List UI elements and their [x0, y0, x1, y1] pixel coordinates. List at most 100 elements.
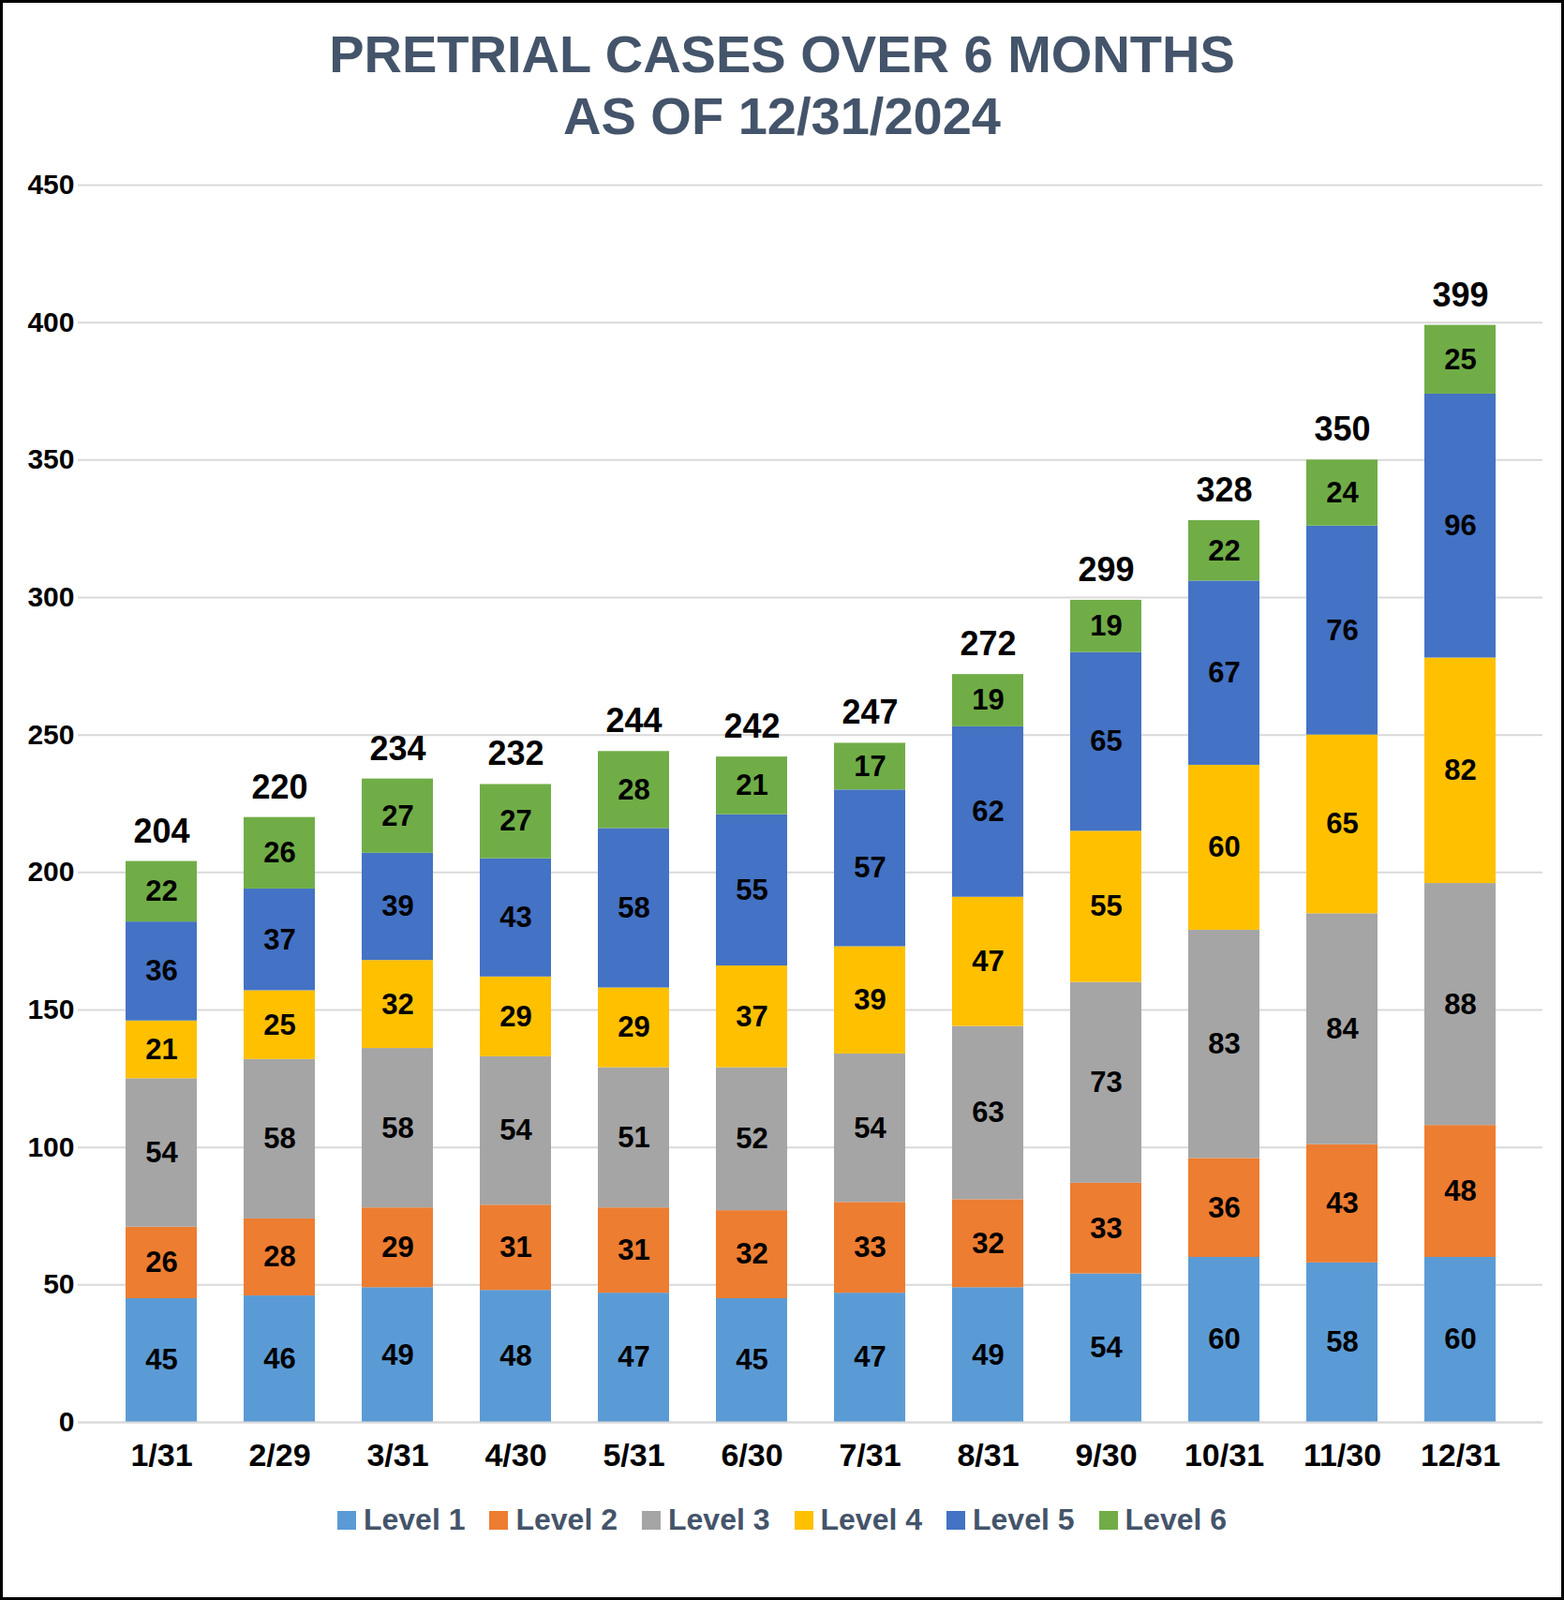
svg-text:8/31: 8/31 [956, 1436, 1019, 1473]
svg-text:88: 88 [1444, 987, 1476, 1021]
svg-text:52: 52 [735, 1121, 768, 1155]
svg-text:150: 150 [27, 993, 75, 1025]
svg-text:12/31: 12/31 [1420, 1436, 1501, 1473]
svg-text:2/29: 2/29 [248, 1436, 311, 1473]
svg-text:350: 350 [1313, 409, 1371, 448]
svg-text:54: 54 [853, 1111, 887, 1145]
svg-text:50: 50 [43, 1267, 75, 1299]
svg-text:84: 84 [1325, 1012, 1359, 1045]
svg-text:26: 26 [263, 835, 296, 869]
svg-text:242: 242 [723, 706, 780, 745]
svg-text:57: 57 [853, 850, 886, 884]
svg-text:24: 24 [1325, 476, 1359, 509]
svg-text:47: 47 [617, 1340, 650, 1373]
svg-text:65: 65 [1325, 806, 1358, 840]
svg-text:28: 28 [263, 1239, 296, 1273]
svg-text:36: 36 [1207, 1191, 1240, 1224]
svg-text:58: 58 [617, 891, 650, 924]
svg-text:11/30: 11/30 [1303, 1436, 1382, 1473]
svg-text:54: 54 [1089, 1330, 1123, 1364]
svg-text:43: 43 [1325, 1186, 1358, 1220]
svg-text:19: 19 [1089, 609, 1122, 642]
svg-text:58: 58 [381, 1111, 414, 1145]
svg-text:37: 37 [263, 923, 296, 956]
svg-text:67: 67 [1207, 655, 1240, 689]
svg-text:55: 55 [1089, 889, 1122, 923]
svg-text:83: 83 [1207, 1027, 1240, 1060]
svg-text:29: 29 [381, 1230, 414, 1264]
svg-text:6/30: 6/30 [720, 1436, 783, 1473]
svg-text:21: 21 [145, 1032, 178, 1066]
svg-text:32: 32 [381, 987, 414, 1021]
svg-text:54: 54 [145, 1135, 179, 1169]
svg-text:204: 204 [133, 811, 190, 850]
svg-text:22: 22 [145, 874, 178, 908]
svg-text:49: 49 [381, 1338, 414, 1371]
svg-text:47: 47 [853, 1340, 886, 1373]
svg-text:32: 32 [971, 1226, 1004, 1260]
svg-text:54: 54 [499, 1113, 533, 1147]
svg-text:39: 39 [853, 983, 886, 1016]
svg-text:29: 29 [499, 999, 532, 1033]
svg-text:234: 234 [369, 729, 426, 768]
svg-text:19: 19 [971, 683, 1004, 716]
svg-text:51: 51 [617, 1120, 650, 1154]
svg-text:60: 60 [1207, 1322, 1240, 1356]
svg-text:76: 76 [1325, 613, 1358, 647]
svg-text:26: 26 [145, 1245, 178, 1279]
svg-text:0: 0 [59, 1405, 75, 1437]
svg-text:200: 200 [27, 855, 75, 887]
svg-text:63: 63 [971, 1095, 1004, 1129]
svg-text:272: 272 [959, 624, 1016, 663]
svg-text:33: 33 [1089, 1211, 1122, 1245]
svg-text:10/31: 10/31 [1184, 1436, 1265, 1473]
svg-text:21: 21 [735, 768, 768, 802]
svg-text:29: 29 [617, 1010, 650, 1043]
svg-text:100: 100 [27, 1131, 75, 1162]
svg-text:247: 247 [841, 692, 898, 731]
svg-text:58: 58 [263, 1121, 296, 1155]
svg-text:350: 350 [27, 443, 75, 475]
svg-text:48: 48 [499, 1339, 532, 1372]
svg-text:60: 60 [1207, 830, 1240, 864]
svg-text:27: 27 [381, 799, 414, 833]
svg-text:400: 400 [27, 306, 75, 338]
svg-text:32: 32 [735, 1236, 768, 1270]
svg-text:36: 36 [145, 953, 178, 987]
svg-text:82: 82 [1444, 753, 1476, 787]
svg-text:450: 450 [27, 168, 75, 200]
svg-text:25: 25 [263, 1008, 296, 1042]
svg-text:1/31: 1/31 [130, 1436, 193, 1473]
svg-text:73: 73 [1089, 1065, 1122, 1099]
svg-text:232: 232 [487, 733, 544, 773]
svg-text:27: 27 [499, 804, 532, 837]
svg-text:65: 65 [1089, 724, 1122, 758]
svg-text:22: 22 [1207, 534, 1240, 567]
svg-text:9/30: 9/30 [1074, 1436, 1137, 1473]
svg-text:5/31: 5/31 [602, 1436, 665, 1473]
svg-text:31: 31 [499, 1230, 532, 1264]
svg-text:7/31: 7/31 [838, 1436, 901, 1473]
svg-text:300: 300 [27, 580, 75, 612]
svg-text:55: 55 [735, 873, 768, 907]
svg-text:49: 49 [971, 1338, 1004, 1371]
svg-text:39: 39 [381, 889, 414, 923]
svg-text:58: 58 [1325, 1325, 1358, 1358]
svg-text:25: 25 [1444, 342, 1476, 376]
svg-text:220: 220 [251, 767, 308, 806]
svg-text:4/30: 4/30 [484, 1436, 547, 1473]
svg-text:45: 45 [145, 1342, 178, 1376]
svg-text:37: 37 [735, 999, 768, 1033]
svg-text:250: 250 [27, 718, 75, 750]
svg-text:45: 45 [735, 1342, 768, 1376]
svg-text:60: 60 [1444, 1322, 1476, 1356]
svg-text:399: 399 [1431, 275, 1489, 314]
svg-text:328: 328 [1195, 470, 1252, 509]
svg-text:33: 33 [853, 1230, 886, 1264]
svg-text:62: 62 [971, 794, 1004, 828]
svg-text:96: 96 [1444, 508, 1476, 542]
svg-text:46: 46 [263, 1341, 296, 1375]
svg-text:31: 31 [617, 1233, 650, 1267]
svg-text:43: 43 [499, 900, 532, 934]
svg-text:3/31: 3/31 [366, 1436, 429, 1473]
